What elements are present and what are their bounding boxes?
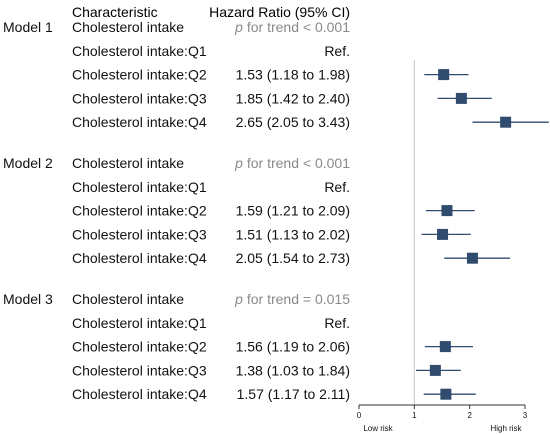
hr-marker xyxy=(437,228,449,240)
model-name: Model 1 xyxy=(3,19,53,35)
row-label: Cholesterol intake:Q2 xyxy=(72,67,207,83)
row-hazard-ratio: Ref. xyxy=(324,315,350,331)
x-tick-label: 2 xyxy=(467,411,472,420)
p-trend-text: p for trend < 0.001 xyxy=(234,19,350,35)
p-trend-value: for trend < 0.001 xyxy=(243,19,350,35)
hr-marker xyxy=(440,388,452,400)
row-label: Cholesterol intake:Q3 xyxy=(72,362,207,378)
p-symbol: p xyxy=(234,19,243,35)
forest-rows: Model 1 Cholesterol intake p for trend < 0… xyxy=(3,19,350,402)
row-label: Cholesterol intake:Q1 xyxy=(72,179,207,195)
row-hazard-ratio: 1.38 (1.03 to 1.84) xyxy=(236,362,350,378)
row-label: Cholesterol intake:Q3 xyxy=(72,226,207,242)
row-hazard-ratio: 1.53 (1.18 to 1.98) xyxy=(236,67,350,83)
row-label: Cholesterol intake:Q3 xyxy=(72,90,207,106)
hr-marker xyxy=(441,205,453,217)
hr-marker xyxy=(455,92,467,104)
hr-marker xyxy=(439,341,451,353)
p-symbol: p xyxy=(234,155,243,171)
x-tick-label: 0 xyxy=(357,411,362,420)
row-hazard-ratio: 1.85 (1.42 to 2.40) xyxy=(236,90,350,106)
overall-label: Cholesterol intake xyxy=(72,291,184,307)
x-axis-label-high: High risk xyxy=(490,424,522,433)
row-hazard-ratio: 2.65 (2.05 to 3.43) xyxy=(236,114,350,130)
p-trend-text: p for trend = 0.015 xyxy=(234,291,350,307)
row-label: Cholesterol intake:Q4 xyxy=(72,386,207,402)
x-tick-label: 3 xyxy=(523,411,528,420)
row-label: Cholesterol intake:Q4 xyxy=(72,114,207,130)
row-label: Cholesterol intake:Q2 xyxy=(72,339,207,355)
row-label: Cholesterol intake:Q1 xyxy=(72,43,207,59)
row-hazard-ratio: 1.59 (1.21 to 2.09) xyxy=(236,203,350,219)
header-characteristic: Characteristic xyxy=(72,4,158,20)
hr-marker xyxy=(466,252,478,264)
p-trend-value: for trend = 0.015 xyxy=(243,291,350,307)
row-hazard-ratio: Ref. xyxy=(324,179,350,195)
p-trend-value: for trend < 0.001 xyxy=(243,155,350,171)
hr-marker xyxy=(429,364,441,376)
row-label: Cholesterol intake:Q4 xyxy=(72,250,207,266)
x-axis-label-low: Low risk xyxy=(363,424,393,433)
hr-marker xyxy=(438,69,450,81)
row-hazard-ratio: Ref. xyxy=(324,43,350,59)
x-tick-label: 1 xyxy=(412,411,417,420)
hr-marker xyxy=(500,116,512,128)
row-label: Cholesterol intake:Q2 xyxy=(72,203,207,219)
p-symbol: p xyxy=(234,291,243,307)
row-label: Cholesterol intake:Q1 xyxy=(72,315,207,331)
overall-label: Cholesterol intake xyxy=(72,19,184,35)
p-trend-text: p for trend < 0.001 xyxy=(234,155,350,171)
header-hazard-ratio: Hazard Ratio (95% CI) xyxy=(209,4,350,20)
model-name: Model 3 xyxy=(3,291,53,307)
row-hazard-ratio: 1.56 (1.19 to 2.06) xyxy=(236,339,350,355)
row-hazard-ratio: 2.05 (1.54 to 2.73) xyxy=(236,250,350,266)
model-name: Model 2 xyxy=(3,155,53,171)
forest-plot-area: 0 1 2 3 Low risk High risk xyxy=(357,60,549,433)
row-hazard-ratio: 1.51 (1.13 to 2.02) xyxy=(236,226,350,242)
row-hazard-ratio: 1.57 (1.17 to 2.11) xyxy=(237,386,350,402)
overall-label: Cholesterol intake xyxy=(72,155,184,171)
